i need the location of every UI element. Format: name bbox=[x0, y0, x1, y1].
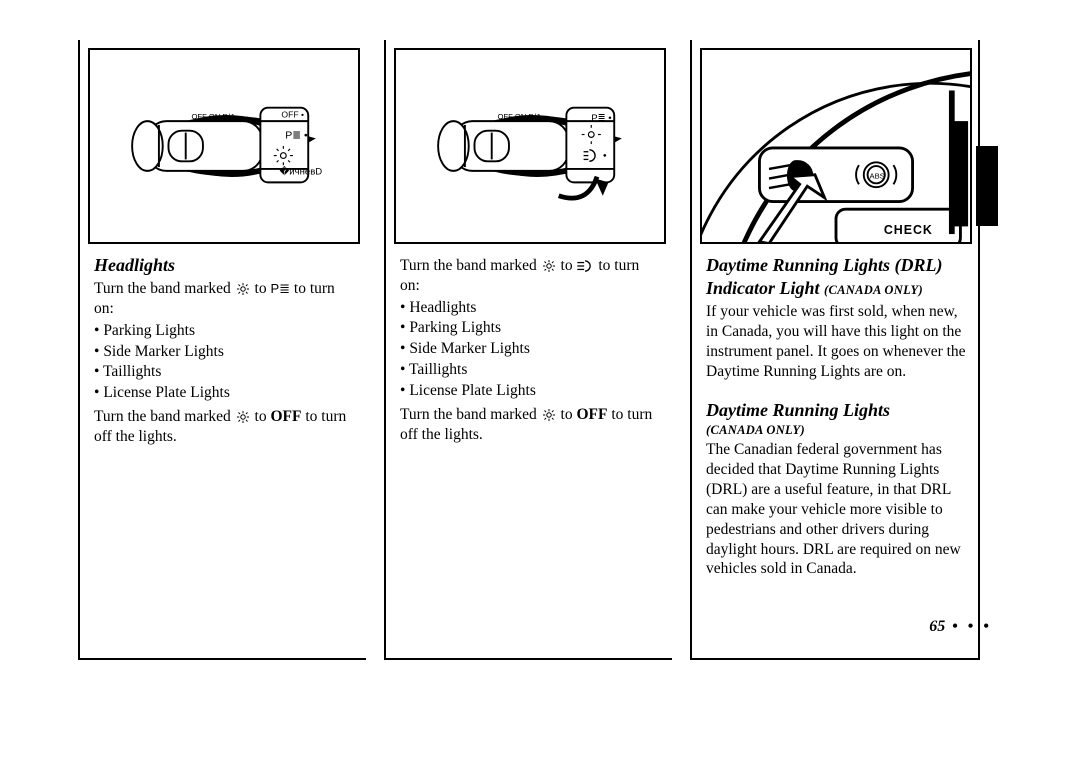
page-number-dots: • • • bbox=[945, 618, 992, 635]
col2-list: Headlights Parking Lights Side Marker Li… bbox=[400, 298, 662, 401]
svg-text:OFF •: OFF • bbox=[281, 109, 304, 119]
canada-only-note: (CANADA ONLY) bbox=[824, 283, 923, 297]
text: Turn the band marked bbox=[94, 408, 235, 425]
text: Turn the band marked bbox=[94, 280, 235, 297]
col1-intro: Turn the band marked to P≣ to turn on: bbox=[94, 279, 356, 319]
text: to bbox=[251, 280, 271, 297]
canada-only-note: (CANADA ONLY) bbox=[706, 422, 968, 438]
drl-paragraph: The Canadian federal government has deci… bbox=[706, 440, 968, 579]
sun-icon bbox=[541, 409, 557, 421]
figure-drl-indicator: ABS CHECK bbox=[700, 48, 972, 244]
list-item: Taillights bbox=[94, 362, 356, 382]
text: to bbox=[557, 406, 577, 423]
svg-text:•: • bbox=[603, 150, 607, 162]
column-1: OFF ON R/J OFF • P≣ • �ичневD Headlights… bbox=[78, 40, 366, 660]
off-label: OFF bbox=[576, 406, 607, 423]
col1-off: Turn the band marked to OFF to turn off … bbox=[94, 407, 356, 447]
page-content: OFF ON R/J OFF • P≣ • �ичневD Headlights… bbox=[78, 40, 980, 660]
heading-drl-indicator: Daytime Running Lights (DRL) Indicator L… bbox=[706, 254, 968, 300]
svg-text:�ичневD: �ичневD bbox=[280, 165, 323, 178]
stalk-illustration-2: OFF ON R/J P≣ • • bbox=[396, 50, 664, 242]
list-item: Parking Lights bbox=[94, 321, 356, 341]
svg-text:P≣ •: P≣ • bbox=[285, 129, 308, 141]
col1-list: Parking Lights Side Marker Lights Tailli… bbox=[94, 321, 356, 403]
svg-text:OFF ON R/J: OFF ON R/J bbox=[497, 112, 540, 121]
column-3: ABS CHECK Daytime Running Lights (DRL) I… bbox=[690, 40, 980, 660]
drl-indicator-paragraph: If your vehicle was first sold, when new… bbox=[706, 302, 968, 381]
heading-drl: Daytime Running Lights bbox=[706, 399, 968, 422]
sun-icon bbox=[541, 260, 557, 272]
column-1-text: Headlights Turn the band marked to P≣ to… bbox=[80, 252, 366, 459]
svg-text:ABS: ABS bbox=[870, 172, 885, 181]
svg-text:CHECK: CHECK bbox=[884, 223, 933, 237]
svg-text:OFF ON R/J: OFF ON R/J bbox=[191, 112, 234, 121]
headlight-icon bbox=[576, 260, 594, 272]
list-item: Parking Lights bbox=[400, 318, 662, 338]
list-item: Headlights bbox=[400, 298, 662, 318]
list-item: Taillights bbox=[400, 360, 662, 380]
heading-headlights: Headlights bbox=[94, 254, 356, 277]
text: to bbox=[251, 408, 271, 425]
stalk-illustration-1: OFF ON R/J OFF • P≣ • �ичневD bbox=[90, 50, 358, 242]
off-label: OFF bbox=[270, 408, 301, 425]
list-item: Side Marker Lights bbox=[400, 339, 662, 359]
text: Turn the band marked bbox=[400, 257, 541, 274]
list-item: Side Marker Lights bbox=[94, 342, 356, 362]
drl-panel-illustration: ABS CHECK bbox=[702, 50, 970, 242]
page-number: 65 • • • bbox=[929, 618, 992, 636]
col2-intro: Turn the band marked to to turn on: bbox=[400, 256, 662, 296]
parking-icon: P≣ bbox=[270, 281, 290, 298]
column-3-text: Daytime Running Lights (DRL) Indicator L… bbox=[692, 252, 978, 591]
figure-headlight-stalk-headlights: OFF ON R/J P≣ • • bbox=[394, 48, 666, 244]
col2-off: Turn the band marked to OFF to turn off … bbox=[400, 405, 662, 445]
text: Turn the band marked bbox=[400, 406, 541, 423]
page-edge-tab bbox=[976, 146, 998, 226]
text: to bbox=[557, 257, 577, 274]
text: Indicator Light bbox=[706, 278, 824, 298]
sun-icon bbox=[235, 411, 251, 423]
list-item: License Plate Lights bbox=[94, 383, 356, 403]
sun-icon bbox=[235, 283, 251, 295]
column-2: OFF ON R/J P≣ • • Turn the band ma bbox=[384, 40, 672, 660]
svg-text:P≣ •: P≣ • bbox=[591, 113, 611, 124]
page-number-value: 65 bbox=[929, 618, 945, 635]
list-item: License Plate Lights bbox=[400, 381, 662, 401]
text: Daytime Running Lights (DRL) bbox=[706, 255, 943, 275]
column-2-text: Turn the band marked to to turn on: Head… bbox=[386, 252, 672, 456]
figure-headlight-stalk-parking: OFF ON R/J OFF • P≣ • �ичневD bbox=[88, 48, 360, 244]
